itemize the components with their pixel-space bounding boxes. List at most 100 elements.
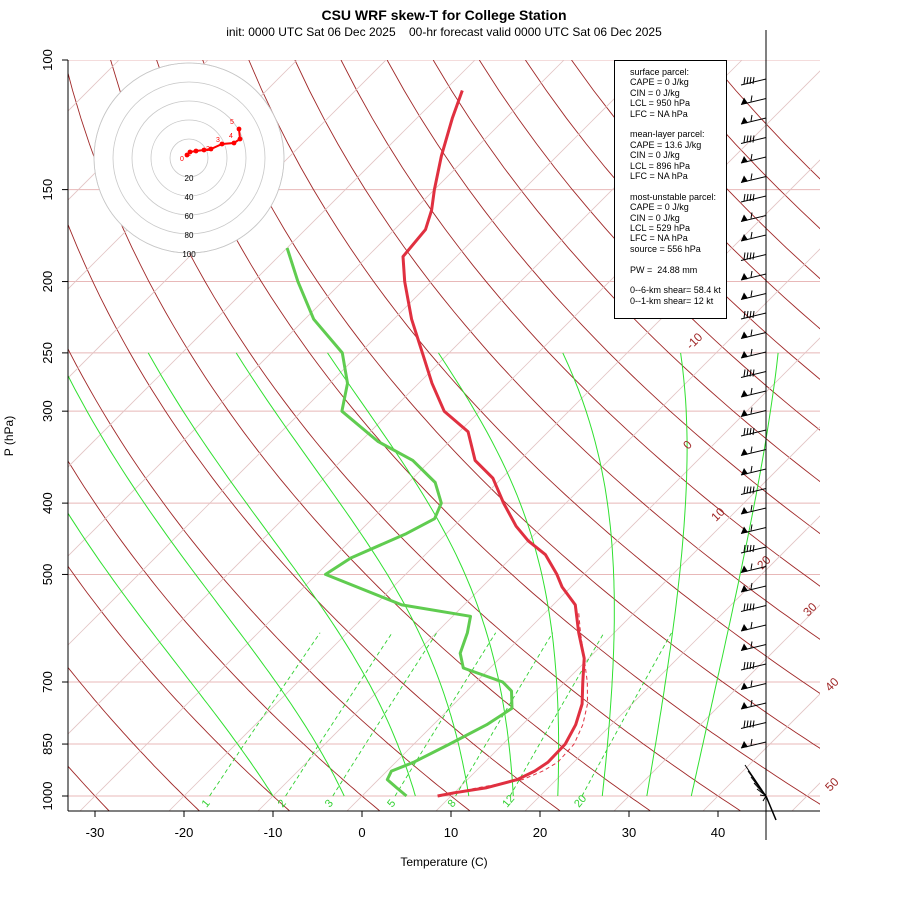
- wind-barb: [740, 465, 767, 476]
- wind-barb-feather: [743, 720, 746, 728]
- wind-barb-pennant: [741, 117, 748, 124]
- hodograph-ring: [112, 81, 266, 235]
- x-axis-label: Temperature (C): [400, 855, 487, 869]
- wind-barb-feather: [750, 231, 753, 239]
- wind-barb-feather: [749, 193, 752, 202]
- dry-adiabat: [110, 60, 742, 811]
- wind-barb-pennant: [741, 292, 748, 300]
- isotherm-line: [168, 159, 820, 811]
- hodograph-ring: [93, 62, 285, 254]
- mixing-ratio-label: 1: [200, 798, 213, 810]
- wind-barb-pennant: [741, 624, 748, 631]
- wind-barb-feather: [750, 582, 753, 590]
- wind-barb: [740, 661, 767, 671]
- wind-barb-feather: [752, 427, 755, 436]
- wind-barb-feather: [746, 661, 749, 670]
- wind-barb: [740, 290, 767, 300]
- wind-barb-low-level: [756, 788, 767, 797]
- hodograph-ring: [150, 119, 228, 197]
- hodograph-height-label: 5: [230, 119, 234, 126]
- moist-adiabat: [327, 352, 514, 797]
- wind-barb-feather: [746, 369, 749, 377]
- moist-adiabat: [68, 374, 345, 797]
- wind-barb-feather: [750, 699, 753, 707]
- mixing-ratio-label: 20: [572, 793, 589, 810]
- wind-barb-feather: [743, 427, 746, 436]
- wind-barb: [740, 387, 767, 398]
- wind-barb-pennant: [741, 97, 748, 105]
- y-tick-label: 700: [40, 671, 55, 693]
- mixing-ratio-line: [209, 632, 321, 797]
- y-tick-label: 200: [40, 271, 55, 293]
- wind-barb-feather: [750, 348, 753, 356]
- wind-barb: [740, 348, 767, 359]
- y-tick-label: 400: [40, 492, 55, 514]
- wind-barb-pennant: [741, 643, 748, 651]
- hodograph-point: [184, 152, 190, 158]
- y-tick-label: 500: [40, 564, 55, 586]
- hodograph-ring-label: 80: [185, 231, 194, 240]
- dry-adiabat: [525, 60, 820, 380]
- hodograph-point: [237, 136, 243, 142]
- wind-barb-feather: [749, 544, 752, 553]
- wind-barb-feather: [743, 603, 746, 611]
- hodograph-point: [231, 140, 237, 146]
- wind-barb: [740, 173, 767, 183]
- wind-barb-feather: [743, 661, 746, 670]
- wind-barb-feather: [743, 252, 746, 260]
- isotherm-label: 10: [708, 505, 728, 525]
- wind-barb-feather: [743, 193, 746, 202]
- wind-barb-feather: [750, 329, 753, 336]
- wind-barb-feather: [746, 544, 749, 553]
- y-tick-label: 300: [40, 400, 55, 422]
- wind-barb-feather: [746, 486, 749, 494]
- isotherm-line: [68, 60, 565, 557]
- isotherm-label: 40: [822, 675, 842, 695]
- wind-barb: [740, 193, 767, 203]
- isotherm-line: [880, 60, 900, 812]
- moist-adiabat: [690, 352, 779, 797]
- wind-barb: [740, 582, 767, 593]
- surface-lcl: LCL = 950 hPa: [630, 98, 690, 109]
- wind-barb: [740, 641, 767, 651]
- wind-barb-feather: [750, 387, 753, 395]
- hodograph-ring-label: 40: [185, 193, 194, 202]
- wind-barb-feather: [743, 486, 746, 494]
- x-tick-label: 20: [533, 825, 547, 840]
- wind-barb-pennant: [741, 741, 748, 748]
- wind-barb: [740, 135, 767, 144]
- wind-barb-feather: [746, 427, 749, 436]
- mixing-ratio-line: [394, 632, 497, 797]
- isotherm-label: -10: [683, 330, 705, 352]
- wind-barb-feather: [743, 544, 746, 553]
- wind-barb-feather: [743, 310, 746, 319]
- isotherm-line: [68, 60, 476, 468]
- wind-barb: [740, 95, 767, 105]
- x-tick-label: -30: [86, 825, 105, 840]
- wind-barb-feather: [746, 310, 749, 319]
- wind-barb-pennant: [741, 585, 748, 592]
- wind-barb: [740, 738, 767, 749]
- wind-barb: [740, 310, 767, 320]
- mixing-ratio-label: 3: [323, 798, 336, 810]
- dry-adiabat: [709, 60, 820, 180]
- wind-barb-feather: [750, 290, 753, 297]
- isotherm-label: 50: [822, 775, 842, 795]
- isotherm-label: 30: [800, 600, 820, 620]
- y-tick-label: 150: [40, 179, 55, 201]
- mixing-ratio-line: [285, 632, 393, 797]
- hodograph-point: [193, 148, 199, 154]
- moist-adiabat: [437, 352, 560, 797]
- wind-barb-feather: [743, 76, 746, 85]
- wind-barb-low-level: [759, 794, 767, 797]
- isotherm-label: 20: [754, 553, 774, 573]
- wind-barb-feather: [749, 603, 752, 611]
- wind-barb: [740, 270, 767, 281]
- wind-barb: [740, 329, 767, 339]
- dry-adiabat: [202, 60, 820, 749]
- wind-barb-feather: [746, 135, 749, 143]
- wind-barb: [740, 369, 767, 378]
- wind-barb-feather: [750, 524, 753, 531]
- hodograph-height-label: 0: [180, 156, 184, 163]
- most-unstable-source: source = 556 hPa: [630, 243, 701, 254]
